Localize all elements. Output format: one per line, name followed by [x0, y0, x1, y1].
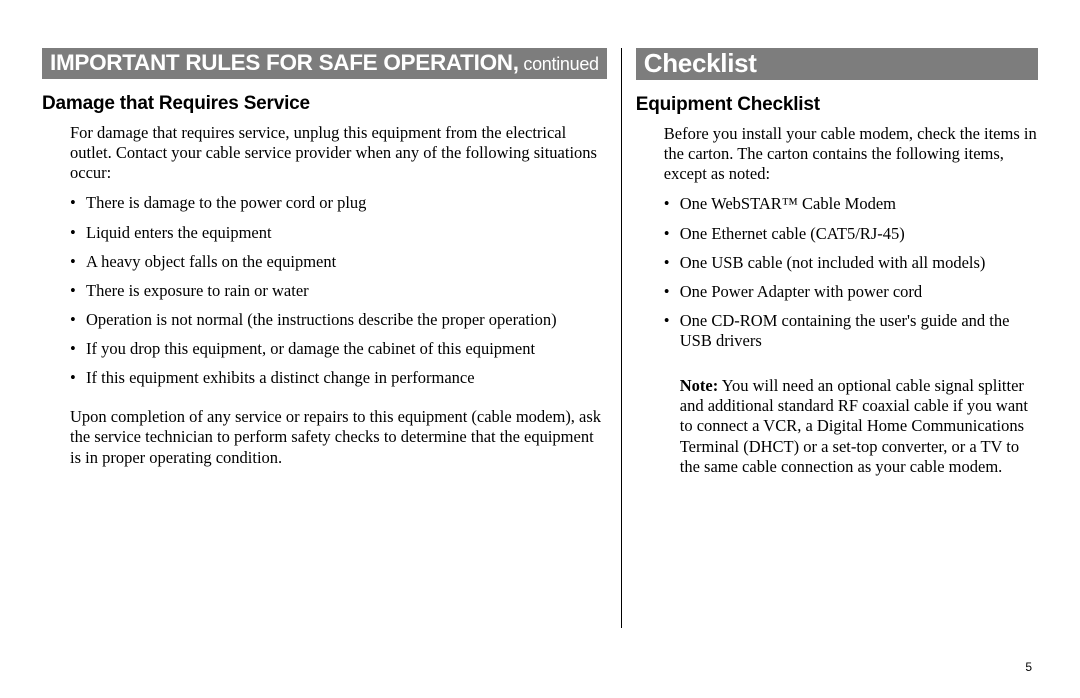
list-item: If you drop this equipment, or damage th… — [70, 339, 607, 359]
list-item: One CD-ROM containing the user's guide a… — [664, 311, 1038, 351]
left-bullet-list: There is damage to the power cord or plu… — [70, 193, 607, 397]
right-subhead: Equipment Checklist — [636, 94, 1038, 116]
note-label: Note: — [680, 376, 718, 395]
list-item: One USB cable (not included with all mod… — [664, 253, 1038, 273]
list-item: Operation is not normal (the instruction… — [70, 310, 607, 330]
page-content: IMPORTANT RULES FOR SAFE OPERATION, cont… — [42, 48, 1038, 678]
right-bullet-list: One WebSTAR™ Cable Modem One Ethernet ca… — [664, 194, 1038, 360]
left-subhead: Damage that Requires Service — [42, 93, 607, 115]
left-header-continued: continued — [519, 54, 599, 74]
left-intro: For damage that requires service, unplug… — [70, 123, 607, 183]
note-body: You will need an optional cable signal s… — [680, 376, 1028, 476]
list-item: There is damage to the power cord or plu… — [70, 193, 607, 213]
right-header-bar: Checklist — [636, 48, 1038, 80]
list-item: A heavy object falls on the equipment — [70, 252, 607, 272]
left-column: IMPORTANT RULES FOR SAFE OPERATION, cont… — [42, 48, 621, 678]
left-after: Upon completion of any service or repair… — [70, 407, 607, 467]
list-item: If this equipment exhibits a distinct ch… — [70, 368, 607, 388]
right-note: Note: You will need an optional cable si… — [680, 376, 1038, 477]
list-item: Liquid enters the equipment — [70, 223, 607, 243]
list-item: One WebSTAR™ Cable Modem — [664, 194, 1038, 214]
list-item: One Power Adapter with power cord — [664, 282, 1038, 302]
list-item: There is exposure to rain or water — [70, 281, 607, 301]
left-header-main: IMPORTANT RULES FOR SAFE OPERATION, — [50, 50, 519, 75]
list-item: One Ethernet cable (CAT5/RJ-45) — [664, 224, 1038, 244]
right-column: Checklist Equipment Checklist Before you… — [622, 48, 1038, 678]
left-header-bar: IMPORTANT RULES FOR SAFE OPERATION, cont… — [42, 48, 607, 79]
right-intro: Before you install your cable modem, che… — [664, 124, 1038, 184]
page-number: 5 — [1025, 660, 1032, 674]
